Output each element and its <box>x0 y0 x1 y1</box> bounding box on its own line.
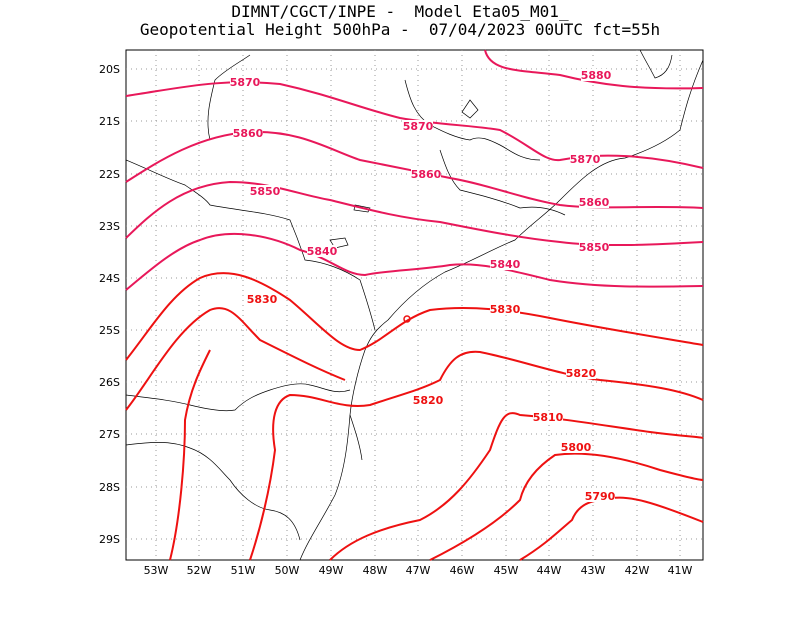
contour-label-bg <box>570 153 600 165</box>
contour-line <box>169 349 211 561</box>
contour-label: 5860 <box>579 196 610 209</box>
contour-label-bg <box>490 303 520 315</box>
lon-tick-label: 46W <box>450 564 475 577</box>
contour-label-bg <box>247 293 277 305</box>
map-title-line-1: DIMNT/CGCT/INPE - Model Eta05_M01_ <box>231 2 569 21</box>
contour-line <box>125 232 704 291</box>
contour-line <box>125 272 704 361</box>
contour-label: 5840 <box>490 258 521 271</box>
lon-tick-label: 43W <box>581 564 606 577</box>
lon-tick-label: 49W <box>319 564 344 577</box>
contour-label-bg <box>250 185 280 197</box>
contour-label: 5820 <box>413 394 444 407</box>
lon-tick-label: 42W <box>625 564 650 577</box>
contour-label: 5870 <box>230 76 261 89</box>
map-frame <box>125 49 704 561</box>
lon-tick-label: 50W <box>275 564 300 577</box>
contour-label: 5840 <box>307 245 338 258</box>
contour-line <box>429 452 704 561</box>
contour-line <box>484 49 704 90</box>
contour-label-bg <box>579 241 609 253</box>
contour-line <box>329 412 704 561</box>
contour-label-bg <box>490 258 520 270</box>
contour-label-bg <box>585 490 615 502</box>
contour-label: 5860 <box>411 168 442 181</box>
contour-label: 5790 <box>585 490 616 503</box>
lon-tick-label: 53W <box>144 564 169 577</box>
contour-label-bg <box>533 411 563 423</box>
contour-line <box>125 307 346 411</box>
lon-tick-label: 44W <box>537 564 562 577</box>
lon-tick-label: 52W <box>187 564 212 577</box>
contour-label: 5860 <box>233 127 264 140</box>
contour-labels: 5880 5870 5870 5870 5860 5860 5860 5850 5850 5840… <box>230 69 616 503</box>
lat-tick-label: 23S <box>99 220 120 233</box>
contour-label-bg <box>566 367 596 379</box>
lon-tick-label: 41W <box>668 564 693 577</box>
contour-label-bg <box>230 76 260 88</box>
coastlines-borders <box>125 49 704 561</box>
longitude-axis: 53W 52W 51W 50W 49W 48W 47W 46W 45W 44W 43W 42W 41W <box>144 564 693 577</box>
contour-line <box>125 180 704 247</box>
contour-label: 5870 <box>570 153 601 166</box>
lat-tick-label: 28S <box>99 481 120 494</box>
contour-label: 5830 <box>490 303 521 316</box>
lat-tick-label: 21S <box>99 115 120 128</box>
contour-line <box>519 496 704 561</box>
contour-label: 5820 <box>566 367 597 380</box>
map-title-line-2: Geopotential Height 500hPa - 07/04/2023 … <box>139 20 661 39</box>
lat-tick-label: 26S <box>99 376 120 389</box>
contour-label-bg <box>413 394 443 406</box>
lat-tick-label: 25S <box>99 324 120 337</box>
lon-tick-label: 51W <box>231 564 256 577</box>
contour-label: 5870 <box>403 120 434 133</box>
lon-tick-label: 45W <box>494 564 519 577</box>
contour-label-bg <box>411 168 441 180</box>
contour-label-bg <box>233 127 263 139</box>
contour-closed-small <box>403 315 411 323</box>
contour-label: 5880 <box>581 69 612 82</box>
lat-tick-label: 27S <box>99 428 120 441</box>
contour-label: 5810 <box>533 411 564 424</box>
contour-label-bg <box>561 441 591 453</box>
lon-tick-label: 47W <box>406 564 431 577</box>
lon-tick-label: 48W <box>363 564 388 577</box>
lat-tick-label: 22S <box>99 168 120 181</box>
contour-label: 5850 <box>579 241 610 254</box>
lat-tick-label: 29S <box>99 533 120 546</box>
contour-label: 5850 <box>250 185 281 198</box>
contour-label: 5830 <box>247 293 278 306</box>
contour-label-bg <box>403 120 433 132</box>
contour-label-bg <box>307 245 337 257</box>
latitude-axis: 20S 21S 22S 23S 24S 25S 26S 27S 28S 29S <box>99 63 120 546</box>
lat-tick-label: 24S <box>99 272 120 285</box>
lat-tick-label: 20S <box>99 63 120 76</box>
contour-label-bg <box>579 196 609 208</box>
contour-label-bg <box>581 69 611 81</box>
contour-line <box>249 350 704 561</box>
contour-label: 5800 <box>561 441 592 454</box>
